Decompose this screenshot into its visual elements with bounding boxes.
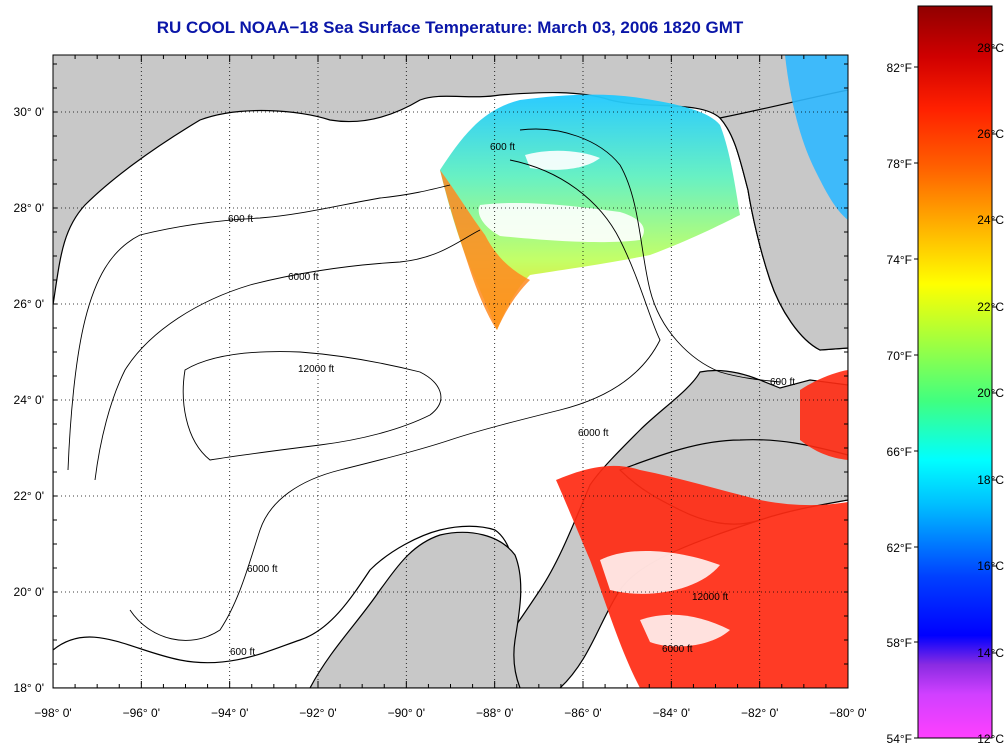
- sst-swath-north-warm: [440, 170, 530, 330]
- f-tick-label: 82°F: [887, 61, 912, 75]
- c-tick-label: 14°C: [977, 646, 1004, 660]
- lat-tick-label: 28° 0': [14, 201, 44, 215]
- contour-label-600: 600 ft: [228, 214, 253, 225]
- frame-ticks: [52, 55, 849, 689]
- colorbar-fahrenheit-labels: 82°F 78°F 74°F 70°F 66°F 62°F 58°F 54°F: [887, 61, 912, 746]
- lon-tick-label: −88° 0': [476, 706, 513, 720]
- lon-tick-label: −94° 0': [211, 706, 248, 720]
- contour-label-12000: 12000 ft: [692, 592, 728, 603]
- c-tick-label: 24°C: [977, 213, 1004, 227]
- contour-label-600: 600 ft: [490, 142, 515, 153]
- cloud-patch: [525, 150, 600, 170]
- c-tick-label: 26°C: [977, 127, 1004, 141]
- contour-6000ft: [94, 159, 661, 641]
- f-tick-label: 66°F: [887, 445, 912, 459]
- sst-swath-atlantic: [785, 55, 848, 220]
- contour-label-6000: 6000 ft: [288, 272, 319, 283]
- f-tick-label: 70°F: [887, 349, 912, 363]
- f-tick-label: 74°F: [887, 253, 912, 267]
- c-tick-label: 18°C: [977, 473, 1004, 487]
- c-tick-label: 12°C: [977, 732, 1004, 746]
- c-tick-label: 20°C: [977, 386, 1004, 400]
- bathymetry-contours: [67, 128, 781, 641]
- contour-label-6000: 6000 ft: [247, 564, 278, 575]
- lat-axis: 30° 0' 28° 0' 26° 0' 24° 0' 22° 0' 20° 0…: [14, 105, 44, 695]
- c-tick-label: 22°C: [977, 300, 1004, 314]
- lon-tick-label: −86° 0': [564, 706, 601, 720]
- lon-tick-label: −90° 0': [388, 706, 425, 720]
- colorbar-ticks: [914, 47, 996, 739]
- contour-label-6000: 6000 ft: [578, 428, 609, 439]
- cloud-patch: [600, 550, 720, 594]
- yucatan-land: [309, 531, 522, 688]
- sst-swath-keys: [800, 370, 848, 460]
- c-tick-label: 16°C: [977, 559, 1004, 573]
- lon-tick-label: −98° 0': [34, 706, 71, 720]
- contour-label-600: 600 ft: [770, 377, 795, 388]
- colorbar: [917, 5, 993, 739]
- lat-tick-label: 20° 0': [14, 585, 44, 599]
- lon-axis: −98° 0' −96° 0' −94° 0' −92° 0' −90° 0' …: [34, 706, 866, 720]
- lat-tick-label: 22° 0': [14, 489, 44, 503]
- colorbar-celsius-labels: 28°C 26°C 24°C 22°C 20°C 18°C 16°C 14°C …: [977, 41, 1004, 746]
- lat-lon-grid: [53, 55, 848, 688]
- map-title: RU COOL NOAA−18 Sea Surface Temperature:…: [156, 18, 744, 37]
- lat-tick-label: 18° 0': [14, 681, 44, 695]
- contour-label-6000: 6000 ft: [662, 644, 693, 655]
- f-tick-label: 58°F: [887, 636, 912, 650]
- lat-tick-label: 24° 0': [14, 393, 44, 407]
- contour-label-12000: 12000 ft: [298, 364, 334, 375]
- lon-tick-label: −84° 0': [653, 706, 690, 720]
- cloud-patch: [640, 614, 730, 647]
- lat-tick-label: 30° 0': [14, 105, 44, 119]
- f-tick-label: 78°F: [887, 157, 912, 171]
- lon-tick-label: −96° 0': [123, 706, 160, 720]
- contour-label-600: 600 ft: [230, 647, 255, 658]
- lon-tick-label: −92° 0': [299, 706, 336, 720]
- f-tick-label: 54°F: [887, 732, 912, 746]
- lon-tick-label: −80° 0': [829, 706, 866, 720]
- lon-tick-label: −82° 0': [741, 706, 778, 720]
- lat-tick-label: 26° 0': [14, 297, 44, 311]
- c-tick-label: 28°C: [977, 41, 1004, 55]
- contour-12000ft: [182, 351, 442, 461]
- contour-600ft: [67, 128, 781, 471]
- f-tick-label: 62°F: [887, 541, 912, 555]
